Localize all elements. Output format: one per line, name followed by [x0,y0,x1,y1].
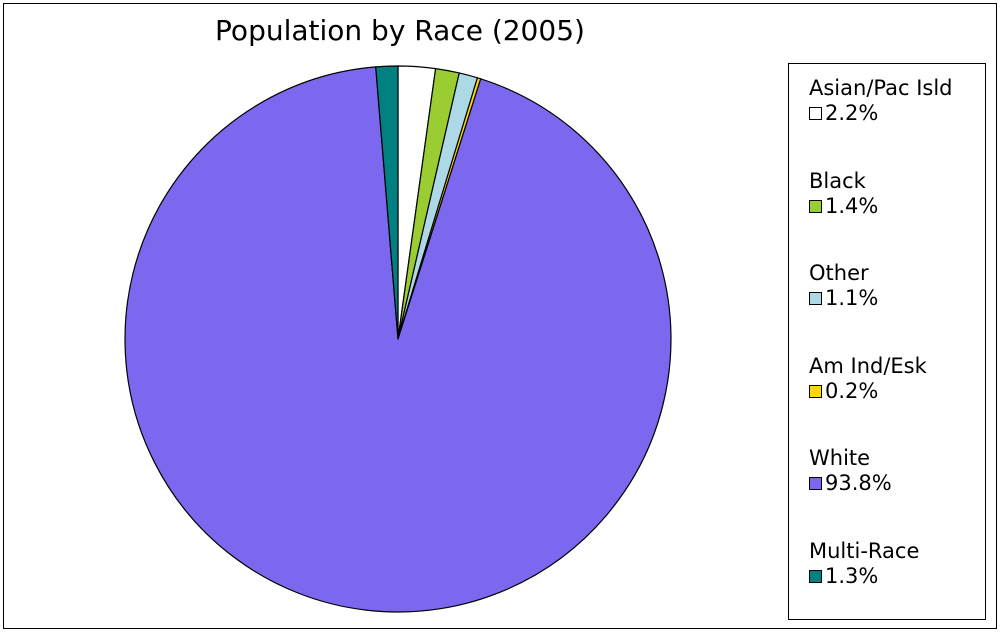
legend-item-am-ind-esk: Am Ind/Esk 0.2% [809,354,927,404]
legend-item-white: White 93.8% [809,446,892,496]
legend-value: 1.1% [825,286,879,310]
legend-label: Black [809,168,866,193]
legend: Asian/Pac Isld 2.2% Black 1.4% Other 1.1% Am I… [788,63,986,620]
legend-label: Other [809,261,869,285]
legend-label: Am Ind/Esk [809,353,927,378]
legend-swatch [809,384,822,398]
legend-swatch [809,107,822,120]
legend-label: White [809,446,871,470]
chart-title: Population by Race (2005) [215,14,585,47]
legend-swatch [809,199,822,213]
legend-label: Asian/Pac Isld [809,76,953,100]
legend-swatch [809,477,822,490]
legend-swatch [809,292,822,305]
legend-item-multi-race: Multi-Race 1.3% [809,539,919,589]
legend-label: Multi-Race [809,538,920,563]
pie-slice-multi-race [375,65,399,340]
legend-value: 93.8% [825,471,892,495]
legend-value: 2.2% [825,101,879,125]
legend-swatch [809,569,822,583]
legend-value: 0.2% [825,378,879,403]
legend-item-asian-pac-isld: Asian/Pac Isld 2.2% [809,76,953,126]
legend-item-other: Other 1.1% [809,261,878,311]
legend-value: 1.4% [825,193,879,218]
legend-item-black: Black 1.4% [809,169,878,219]
legend-value: 1.3% [825,563,879,588]
